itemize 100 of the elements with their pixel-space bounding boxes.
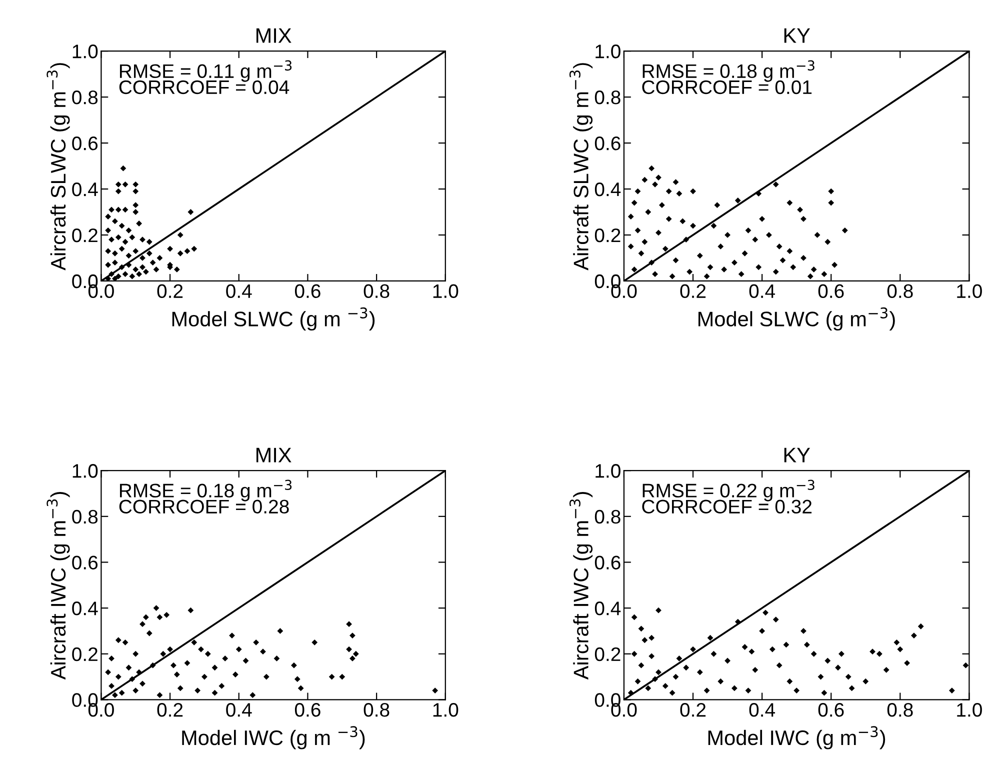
point [105,214,112,220]
point [824,658,831,664]
point [690,646,696,652]
x-tick-label: 0.2 [157,284,183,298]
point [904,660,910,666]
point [174,672,180,678]
point [794,688,800,694]
point [184,660,190,666]
point [752,666,758,673]
point [835,664,841,671]
y-tick-label: 0.2 [72,228,98,242]
point [724,658,730,664]
point [142,268,149,275]
y-tick-label: 0.8 [594,510,620,524]
point [648,634,655,641]
point [232,672,238,678]
point [132,688,139,694]
point [156,614,163,620]
point [198,646,204,652]
point [218,683,225,689]
point [894,639,900,646]
chart-title: MIX [256,448,292,462]
point [804,642,810,648]
point [177,232,184,238]
point [156,692,163,698]
chart-title: KY [784,448,810,462]
point [129,676,136,682]
point [250,692,256,698]
point [132,188,139,194]
point [191,246,198,252]
point [188,209,194,215]
y-tick-label: 0.8 [72,90,98,104]
x-axis-title: Model SLWC (g m$^{−3}$) [698,307,895,331]
point [174,266,180,272]
point [204,650,211,657]
point [631,614,638,620]
point [122,238,128,245]
y-tick-label: 0.4 [594,182,621,196]
point [298,685,304,692]
chart-title: KY [784,28,810,43]
point [748,648,755,655]
point [707,634,714,641]
y-tick-label: 0.4 [72,182,98,196]
y-tick-label: 0.6 [72,136,98,150]
point [184,248,190,254]
point [346,621,352,628]
point [115,273,122,280]
point [731,685,738,692]
point [742,644,748,650]
point [132,248,139,254]
point [821,690,828,696]
point [142,614,149,620]
point [870,648,876,655]
point [810,650,817,657]
point [745,688,752,694]
point [140,264,146,270]
x-tick-label: 0.8 [364,284,390,298]
y-tick-label: 0.2 [72,647,98,662]
point [328,674,335,680]
point [108,683,114,689]
y-tick-label: 0.6 [594,556,620,570]
point [120,165,126,172]
point [118,264,125,270]
point [962,662,969,668]
point [222,656,228,662]
point [115,188,122,194]
point [277,628,284,634]
point [263,674,270,680]
point [108,236,114,243]
x-tick-label: 0.2 [680,284,706,298]
point [129,273,136,280]
point [156,255,163,261]
point [122,639,128,646]
point [126,227,132,234]
point [253,639,260,646]
point [194,688,201,694]
point [645,685,652,692]
point [786,678,793,684]
x-tick-label: 0.4 [226,284,252,298]
point [115,234,122,240]
y-tick-label: 1.0 [72,44,98,58]
point [188,607,194,614]
point [260,648,266,655]
x-tick-label: 0.4 [226,702,252,717]
point [108,271,114,278]
point [676,656,682,662]
y-tick-label: 0.6 [594,136,620,150]
point [126,252,132,259]
point [800,628,806,634]
point [126,664,132,671]
point [236,646,242,652]
x-tick-label: 0.8 [887,702,913,717]
point [105,248,112,254]
point [140,621,146,628]
x-tick-label: 0.2 [157,702,183,717]
point [948,688,955,694]
x-tick-label: 0.8 [364,702,390,717]
y-tick-label: 0.4 [594,602,621,616]
x-tick-label: 0.4 [749,702,775,717]
point [918,623,924,630]
